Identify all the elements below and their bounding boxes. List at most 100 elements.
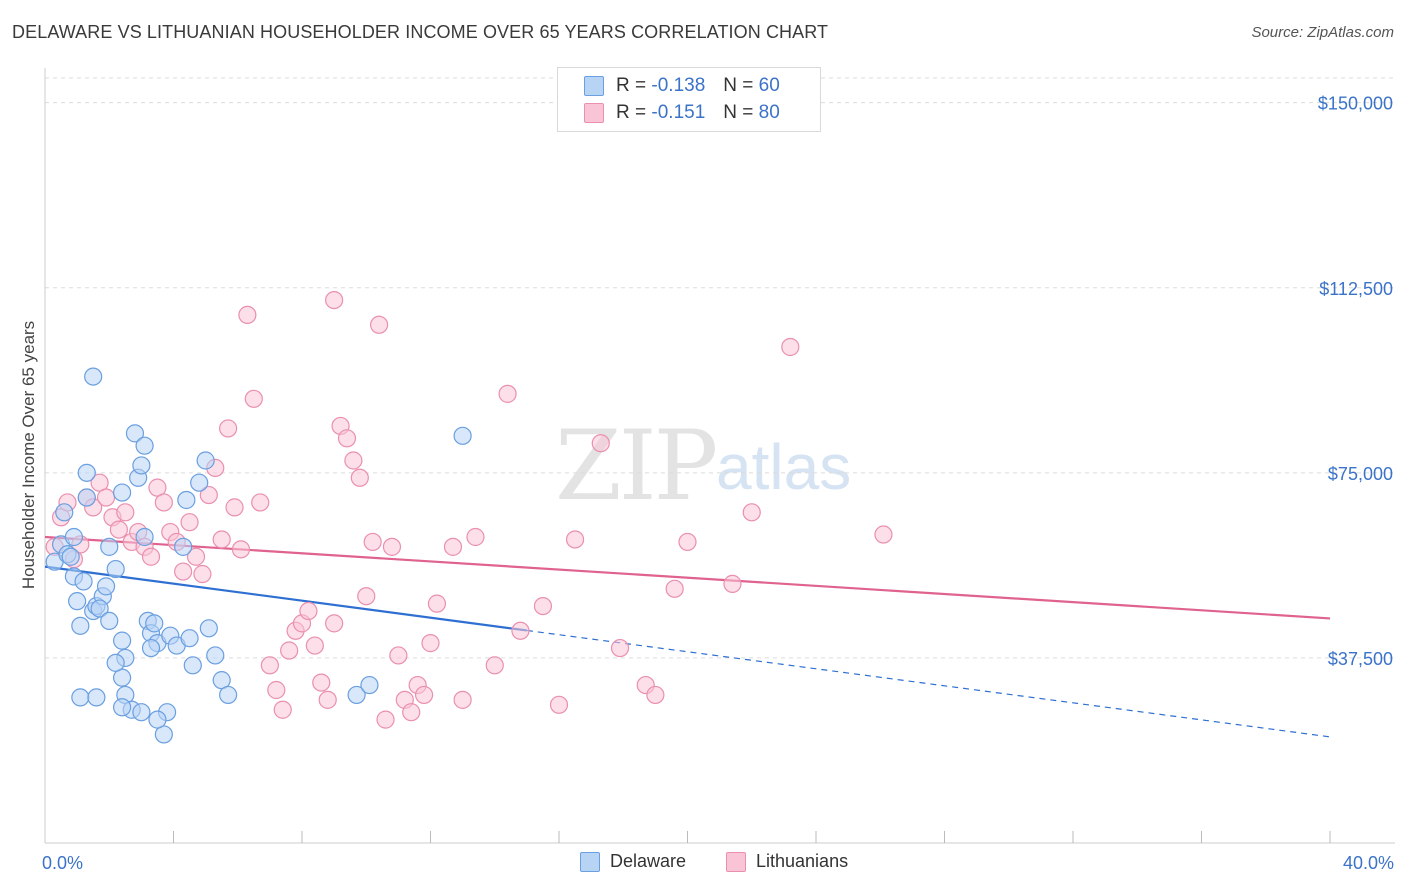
delaware-points	[45, 367, 472, 744]
lithuanians-point	[742, 503, 761, 522]
lithuanians-point	[485, 656, 504, 675]
delaware-point	[100, 611, 119, 631]
lithuanians-point	[874, 525, 893, 544]
delaware-point	[177, 490, 196, 510]
lithuanians-point	[350, 468, 369, 487]
delaware-point	[87, 688, 106, 707]
lithuanians-point	[312, 673, 331, 692]
lithuanians-point	[337, 429, 357, 448]
delaware-point	[74, 572, 93, 591]
x-tick-label-start: 0.0%	[42, 853, 83, 873]
delaware-point	[132, 456, 151, 475]
lithuanians-point	[511, 621, 530, 640]
lithuanians-point	[414, 685, 434, 705]
delaware-point	[106, 559, 125, 579]
lithuanians-point	[154, 493, 173, 512]
lithuanians-points	[45, 290, 893, 729]
lithuanians-point	[238, 305, 257, 325]
lithuanians-point	[549, 695, 569, 714]
delaware-point	[68, 592, 87, 611]
lithuanians-trend-line	[44, 535, 1331, 620]
chart-source: Source: ZipAtlas.com	[1251, 24, 1394, 41]
legend-item-delaware: Delaware	[580, 851, 686, 872]
delaware-point	[347, 685, 366, 705]
x-tick-label-end: 40.0%	[1343, 853, 1394, 873]
legend-row-lithuanians: R = -0.151 N = 80	[584, 101, 780, 125]
lithuanians-point	[357, 587, 376, 606]
x-ticks	[173, 831, 1331, 843]
lithuanians-point	[299, 601, 318, 621]
lithuanians-point	[723, 574, 742, 593]
delaware-point	[135, 527, 154, 547]
lithuanians-point	[231, 540, 251, 559]
y-tick-label: $150,000	[1318, 94, 1393, 114]
legend-row-delaware: R = -0.138 N = 60	[584, 74, 780, 98]
delaware-point	[71, 616, 90, 635]
delaware-point	[125, 424, 145, 443]
delaware-point	[77, 463, 96, 482]
lithuanians-point	[427, 594, 447, 613]
lithuanians-point	[212, 530, 231, 549]
lithuanians-point	[376, 710, 395, 729]
delaware-point	[84, 367, 103, 386]
delaware-point	[64, 527, 84, 547]
legend-label-delaware: Delaware	[610, 851, 687, 871]
delaware-point	[453, 426, 472, 445]
lithuanians-point	[199, 485, 218, 505]
watermark-zip: ZIP	[555, 410, 718, 522]
lithuanians-point	[267, 680, 286, 700]
lithuanians-point	[193, 564, 212, 584]
trend-lines	[44, 535, 1331, 738]
lithuanians-swatch	[726, 851, 746, 872]
lithuanians-point	[344, 451, 363, 470]
delaware-trend-line-extension	[526, 629, 1331, 738]
delaware-point	[190, 473, 209, 492]
delaware-swatch	[584, 76, 604, 96]
lithuanians-point	[466, 527, 485, 547]
y-tick-label: $112,500	[1319, 279, 1393, 299]
delaware-point	[96, 577, 116, 596]
legend-n-value: 80	[758, 102, 780, 123]
lithuanians-point	[565, 530, 585, 549]
series-legend: Delaware Lithuanians	[0, 851, 1406, 877]
legend-n-value: 60	[758, 75, 780, 96]
axes	[44, 68, 1395, 844]
lithuanians-point	[225, 498, 244, 517]
y-tick-label: $37,500	[1328, 649, 1393, 669]
legend-label-lithuanians: Lithuanians	[756, 851, 849, 871]
lithuanians-point	[116, 503, 135, 522]
delaware-point	[77, 488, 96, 507]
lithuanians-point	[325, 290, 344, 310]
legend-item-lithuanians: Lithuanians	[726, 851, 848, 872]
lithuanians-point	[305, 636, 324, 655]
delaware-point	[61, 547, 80, 566]
watermark-atlas: atlas	[716, 431, 852, 503]
delaware-point	[180, 629, 199, 648]
y-axis-label: Householder Income Over 65 years	[19, 321, 38, 589]
delaware-point	[148, 710, 167, 729]
grid-lines	[45, 77, 1395, 659]
lithuanians-point	[244, 389, 263, 408]
delaware-point	[112, 483, 132, 502]
lithuanians-point	[610, 638, 630, 658]
correlation-legend: R = -0.138 N = 60 R = -0.151 N = 80	[557, 67, 821, 132]
legend-r-value: -0.138	[651, 75, 706, 96]
lithuanians-point	[591, 434, 610, 453]
delaware-trend-line	[44, 565, 528, 632]
delaware-point	[174, 537, 193, 556]
lithuanians-point	[273, 700, 292, 719]
chart-title: DELAWARE VS LITHUANIAN HOUSEHOLDER INCOM…	[12, 22, 829, 42]
lithuanians-swatch	[584, 103, 604, 123]
delaware-point	[90, 599, 109, 618]
delaware-point	[145, 614, 164, 633]
lithuanians-point	[280, 641, 299, 660]
legend-n-label: N =	[723, 75, 754, 96]
lithuanians-point	[141, 547, 161, 566]
delaware-point	[112, 698, 132, 717]
lithuanians-point	[646, 685, 665, 705]
lithuanians-point	[174, 562, 193, 581]
delaware-point	[71, 688, 90, 707]
delaware-point	[183, 656, 202, 675]
legend-n-label: N =	[723, 102, 754, 123]
delaware-point	[100, 537, 119, 556]
